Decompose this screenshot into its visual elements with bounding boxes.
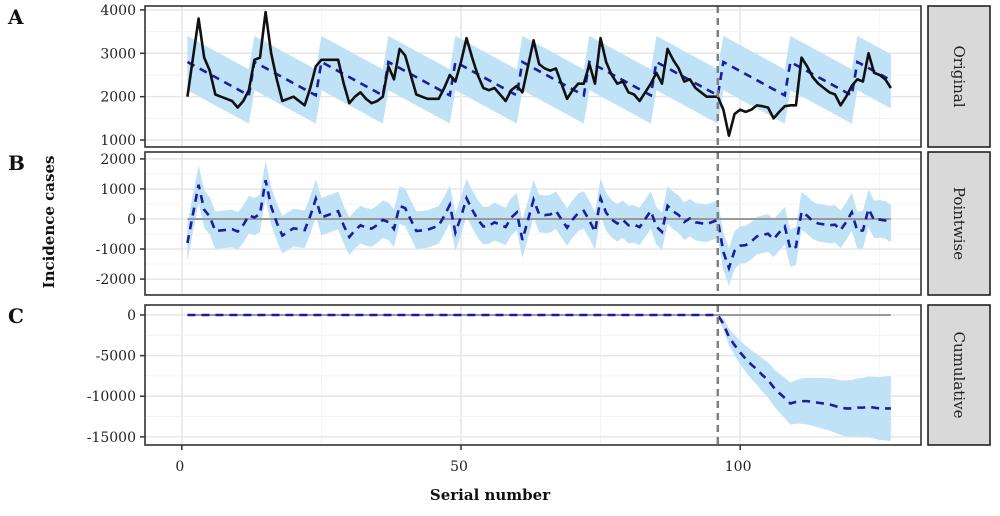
y-tick-label: -1000 <box>96 242 136 258</box>
observed-line <box>186 10 892 138</box>
strip-background <box>927 5 991 148</box>
strip-background <box>927 151 991 296</box>
panel-pointwise: Pointwise B -2000 -1000 0 1000 2000 <box>8 151 991 296</box>
y-tick-label: 0 <box>127 308 136 324</box>
y-tick-label: 2000 <box>100 152 136 168</box>
panel-letter: B <box>8 151 25 175</box>
panel-letter: C <box>8 304 24 328</box>
panel-cumulative: Cumulative C -15000 -10000 -5000 0 <box>8 304 991 446</box>
y-tick-label: -10000 <box>87 389 136 405</box>
strip-label: Pointwise <box>950 187 968 260</box>
y-tick-label: 0 <box>127 212 136 228</box>
y-tick-label: 2000 <box>100 90 136 106</box>
x-axis-title: Serial number <box>430 486 551 504</box>
x-tick-label: 0 <box>175 459 184 475</box>
predicted-mean-line <box>186 59 892 98</box>
plot-border <box>144 5 922 148</box>
y-tick-label: 3000 <box>100 46 136 62</box>
credible-interval-band <box>187 160 891 286</box>
strip-label: Cumulative <box>950 332 968 419</box>
y-tick-label: 1000 <box>100 182 136 198</box>
y-axis-title: Incidence cases <box>40 156 58 289</box>
predicted-mean-line <box>186 179 892 273</box>
y-tick-label: 4000 <box>100 3 136 19</box>
panel-letter: A <box>7 5 24 29</box>
y-tick-label: -2000 <box>96 272 136 288</box>
plot-border <box>144 151 922 296</box>
y-tick-label: -15000 <box>87 430 136 446</box>
strip-background <box>927 304 991 446</box>
strip-label: Original <box>950 45 968 107</box>
y-tick-label: 1000 <box>100 133 136 149</box>
plot-border <box>144 304 922 446</box>
panel-original: Original A 1000 2000 3000 4000 <box>7 3 991 149</box>
x-tick-label: 100 <box>725 459 752 475</box>
y-tick-label: -5000 <box>96 349 136 365</box>
predicted-mean-line <box>187 313 891 410</box>
x-tick-label: 50 <box>450 459 468 475</box>
credible-interval-band <box>187 35 891 124</box>
